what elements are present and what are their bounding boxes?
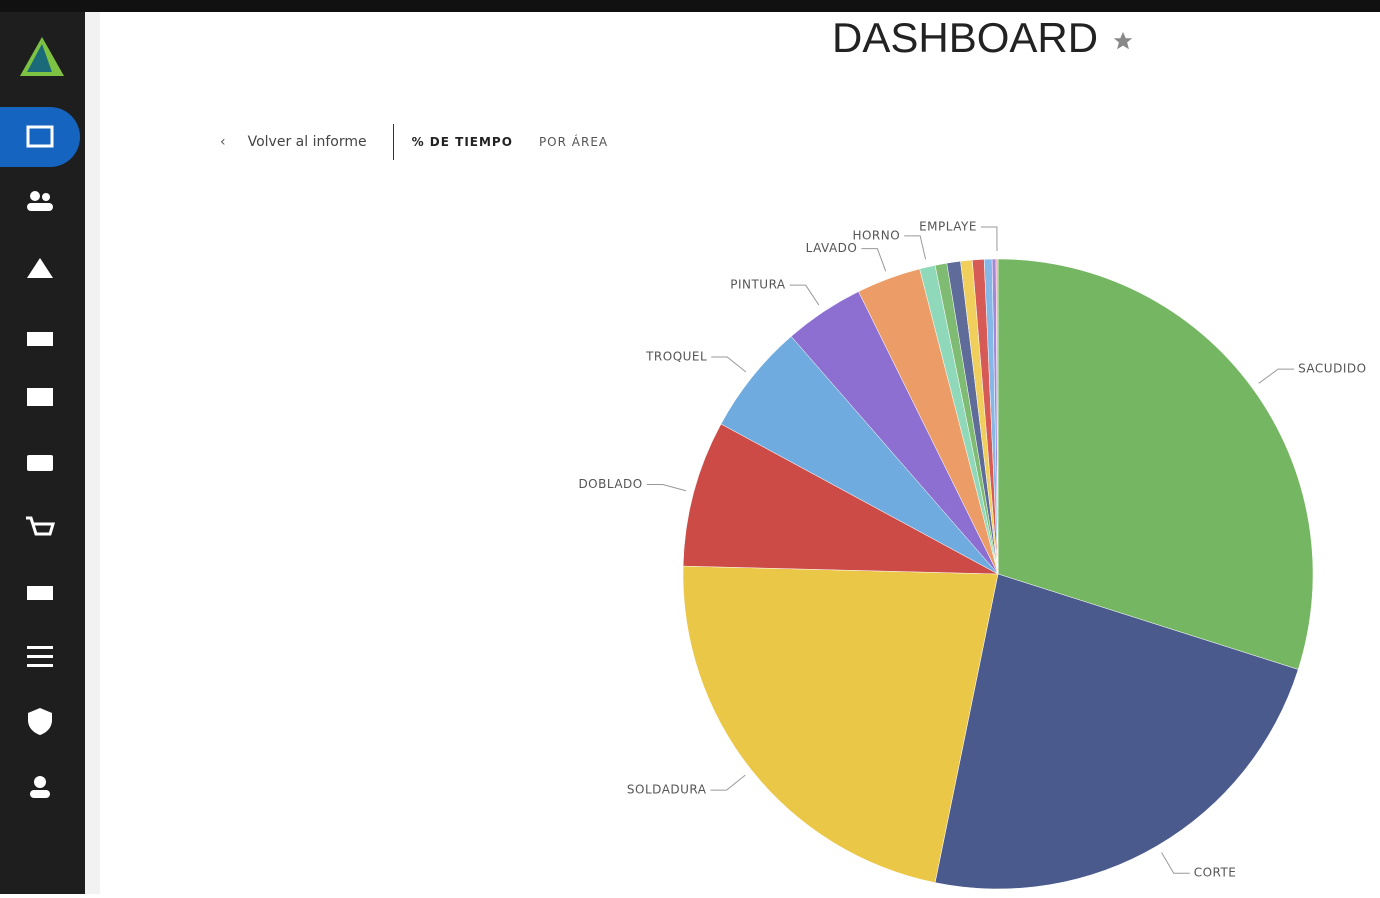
icon-sliders-2 — [27, 655, 53, 658]
icon-factory[interactable] — [27, 332, 53, 346]
pie-slice — [934, 573, 1299, 890]
icon-sliders-3 — [27, 664, 53, 667]
tab[interactable]: POR ÁREA — [538, 135, 609, 149]
icon-people-2 — [42, 193, 50, 201]
icon-cart[interactable] — [26, 516, 56, 536]
slice-label: EMPLAYE — [919, 220, 977, 234]
logo-inner — [27, 44, 52, 72]
icon-register[interactable] — [27, 586, 53, 600]
leader-line — [789, 284, 820, 306]
icon-people[interactable] — [30, 191, 40, 201]
slice-label: TROQUEL — [645, 350, 707, 364]
slice-label: LAVADO — [806, 241, 858, 255]
icon-people-body — [27, 203, 53, 211]
pie-slice — [919, 265, 999, 575]
sidebar — [0, 12, 85, 894]
pie-slice — [858, 268, 999, 575]
leader-line — [904, 235, 927, 260]
back-arrow[interactable]: ‹ — [220, 134, 226, 150]
icon-shield[interactable] — [28, 708, 52, 735]
separator — [392, 124, 394, 160]
back-link[interactable]: Volver al informe — [247, 134, 367, 150]
slice-label: PINTURA — [730, 278, 786, 292]
page-title: DASHBOARD — [832, 14, 1099, 61]
pie-slice — [997, 258, 1314, 670]
leader-line — [711, 356, 747, 373]
report-nav: ‹ Volver al informe % DE TIEMPO POR ÁREA — [220, 124, 634, 160]
pie-slice — [682, 423, 999, 575]
slice-label: SACUDIDO — [1298, 362, 1366, 376]
leader-line — [1258, 368, 1295, 384]
tab[interactable]: % DE TIEMPO — [411, 135, 513, 149]
pie-slice — [682, 565, 999, 883]
leader-line — [861, 248, 887, 272]
sidebar-icons — [0, 37, 80, 798]
leader-line — [646, 484, 687, 492]
slice-label: SOLDADURA — [627, 783, 707, 797]
pie-slice — [960, 259, 999, 575]
leader-line — [980, 226, 998, 252]
slice-label: CORTE — [1194, 866, 1237, 880]
pie-slice — [991, 258, 999, 575]
active-item-edge — [0, 107, 30, 167]
icon-toolbox[interactable] — [27, 455, 53, 471]
slice-label: HORNO — [852, 228, 900, 242]
pie-slice — [790, 291, 999, 575]
pie-slice — [946, 260, 999, 575]
icon-badge[interactable] — [27, 388, 53, 406]
pie-slice — [972, 259, 999, 575]
icon-news[interactable] — [26, 125, 54, 148]
slice-label: DOBLADO — [578, 477, 642, 491]
icon-warehouse[interactable] — [27, 258, 53, 278]
pie-slice — [995, 258, 999, 575]
favorite-star[interactable] — [1112, 30, 1134, 52]
icon-user[interactable] — [34, 776, 46, 788]
icon-user-body — [30, 790, 50, 798]
leader-line — [1161, 852, 1190, 874]
leader-line — [710, 774, 746, 791]
icon-sliders[interactable] — [27, 646, 53, 649]
pie-slice — [934, 262, 999, 575]
sidebar-gap — [85, 12, 100, 894]
top-bar — [0, 0, 1380, 12]
pie-slice — [983, 258, 999, 575]
pie-slice — [720, 336, 999, 575]
